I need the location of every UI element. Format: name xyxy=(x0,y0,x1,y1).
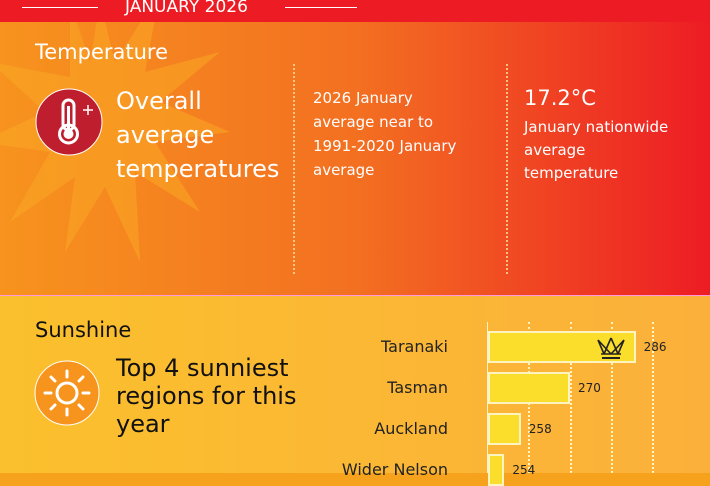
average-temperature-value: 17.2°C xyxy=(524,86,596,110)
header-title: JANUARY 2026 xyxy=(125,0,248,17)
text-line: average xyxy=(524,141,586,159)
text-line: January nationwide xyxy=(524,118,669,136)
text-line: average near to xyxy=(313,113,434,131)
bar-label: Wider Nelson xyxy=(341,460,448,479)
bar-value: 254 xyxy=(512,463,536,477)
gridline xyxy=(652,322,654,473)
header-band: JANUARY 2026 xyxy=(0,0,710,22)
temperature-title: Temperature xyxy=(35,40,169,64)
bar-wider-nelson xyxy=(488,454,505,486)
temperature-headline: Overall average temperatures xyxy=(116,84,279,186)
sunshine-headline: Top 4 sunniest regions for this year xyxy=(116,354,296,438)
average-temperature-caption: January nationwide average temperature xyxy=(524,116,668,185)
bar-auckland xyxy=(488,413,521,445)
comparison-text: 2026 January average near to 1991-2020 J… xyxy=(313,86,456,182)
headline-line: Overall xyxy=(116,87,202,115)
bar-value: 270 xyxy=(578,381,601,395)
text-line: temperature xyxy=(524,164,619,182)
sunshine-section xyxy=(0,295,710,473)
bar-label: Auckland xyxy=(374,419,448,438)
sunshine-title: Sunshine xyxy=(35,318,132,342)
gridline xyxy=(570,322,572,473)
thermometer-icon xyxy=(35,88,103,156)
sunburst-decoration xyxy=(0,22,230,262)
header-rule-left xyxy=(22,7,98,8)
bar-label: Tasman xyxy=(387,378,448,397)
headline-line: year xyxy=(116,410,170,438)
headline-line: temperatures xyxy=(116,155,280,183)
bar-value: 286 xyxy=(643,340,667,354)
bar-label: Taranaki xyxy=(381,337,448,356)
temperature-section: Temperature Overall average temperatures… xyxy=(0,22,710,295)
axis-line xyxy=(487,322,488,473)
headline-line: average xyxy=(116,121,215,149)
headline-line: regions for this xyxy=(116,382,297,410)
header-rule-right xyxy=(285,7,357,8)
crown-icon xyxy=(596,337,625,359)
text-line: 2026 January xyxy=(313,89,413,107)
divider xyxy=(506,64,508,274)
headline-line: Top 4 sunniest xyxy=(116,354,289,382)
sun-icon xyxy=(34,360,100,426)
bar-tasman xyxy=(488,372,570,404)
text-line: 1991-2020 January xyxy=(313,137,457,155)
divider xyxy=(293,64,295,274)
gridline xyxy=(611,322,613,473)
bar-value: 258 xyxy=(528,422,552,436)
text-line: average xyxy=(313,161,375,179)
